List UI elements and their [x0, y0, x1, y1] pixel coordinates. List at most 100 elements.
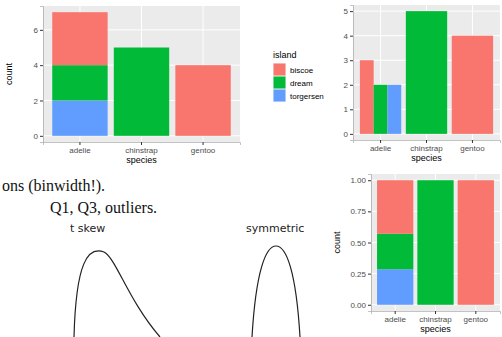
x-tick: gentoo [464, 311, 489, 324]
x-axis: adeliechinstrapgentoo [44, 142, 241, 155]
y-tick: 1.00 [350, 176, 371, 185]
y-tick-label: 0.25 [350, 270, 366, 279]
legend: island biscoe dream torgersen [273, 50, 324, 102]
legend-label: biscoe [290, 66, 314, 75]
x-axis: adelie chinstrap gentoo [372, 311, 501, 324]
y-tick-mark [350, 85, 353, 86]
y-tick-label: 4 [34, 61, 39, 70]
y-tick-label: 0.00 [350, 301, 366, 310]
x-tick: chinstrap [410, 140, 443, 153]
y-tick: 0.25 [350, 270, 371, 279]
y-tick-label: 2 [344, 81, 349, 90]
y-tick: 4 [34, 61, 43, 70]
x-axis-line [372, 312, 501, 315]
bar-segment [52, 12, 107, 65]
y-tick-label: 6 [34, 26, 39, 35]
x-tick: adelie [370, 140, 392, 153]
legend-label: torgersen [290, 92, 324, 101]
y-tick-label: 5 [344, 7, 349, 16]
bar-segment [114, 48, 169, 136]
y-tick-mark [40, 136, 43, 137]
sketch-curve [252, 246, 300, 337]
bar [360, 60, 374, 134]
legend-key-bg [273, 89, 286, 102]
legend-key [274, 64, 286, 76]
x-tick-label: gentoo [460, 144, 485, 153]
bar [452, 36, 493, 134]
x-tick-mark [426, 140, 427, 143]
x-tick-label: gentoo [191, 146, 216, 155]
x-tick-label: adelie [69, 146, 91, 155]
bar [406, 11, 447, 134]
y-axis: 0.00 0.25 0.50 0.75 1.00 [350, 175, 371, 312]
y-tick-mark [368, 305, 371, 306]
page: 0 2 4 6 adelie chinstrap gentoo species count isl… [0, 0, 502, 337]
bar-segment [417, 180, 453, 305]
y-axis: 0 1 2 3 4 5 [344, 6, 354, 141]
y-axis-line [40, 7, 44, 143]
legend-label: dream [290, 79, 313, 88]
x-axis-title: species [411, 153, 442, 163]
legend-title: island [273, 50, 297, 60]
bars [377, 180, 494, 305]
slide-text: ons (binwidth!). [2, 177, 105, 195]
x-tick-label: chinstrap [419, 315, 452, 324]
y-tick-mark [368, 180, 371, 181]
sketch-label: t skew [70, 222, 105, 235]
x-tick-label: chinstrap [410, 144, 443, 153]
x-tick-mark [79, 142, 80, 145]
x-tick-label: gentoo [464, 315, 489, 324]
y-tick-label: 0 [34, 132, 39, 141]
bar [387, 85, 401, 134]
y-axis-line [368, 175, 372, 312]
y-tick: 3 [344, 56, 353, 65]
y-tick-mark [40, 30, 43, 31]
bar-segment [52, 100, 107, 135]
x-tick: gentoo [191, 142, 216, 155]
chart: 0 1 2 3 4 5 adelie chinstrap gentoo species [344, 5, 501, 163]
panel [371, 174, 500, 311]
chart: 0246adeliechinstrapgentoospeciescountisl… [4, 6, 324, 165]
y-tick: 0 [34, 132, 43, 141]
x-tick: gentoo [460, 140, 485, 153]
legend-key-bg [273, 76, 286, 89]
x-tick-mark [395, 311, 396, 314]
y-tick-mark [40, 100, 43, 101]
sketch-label: symmetric [246, 222, 304, 235]
x-axis: adelie chinstrap gentoo [354, 140, 501, 153]
y-tick-mark [350, 109, 353, 110]
y-tick-mark [350, 60, 353, 61]
x-tick-mark [380, 140, 381, 143]
y-tick-label: 3 [344, 56, 349, 65]
x-tick: chinstrap [419, 311, 452, 324]
y-tick: 1 [344, 105, 353, 114]
y-tick-mark [368, 274, 371, 275]
bar-segment [377, 234, 413, 269]
y-tick: 0 [344, 130, 353, 139]
y-tick: 4 [344, 32, 353, 41]
legend-key [274, 90, 286, 102]
bar [374, 85, 388, 134]
y-tick-label: 1.00 [350, 176, 366, 185]
bar-segment [458, 180, 494, 305]
y-axis-line [350, 6, 354, 141]
y-axis: 0 2 4 6 [34, 7, 44, 143]
y-tick: 5 [344, 7, 353, 16]
y-tick-label: 0.50 [350, 239, 366, 248]
y-tick-mark [350, 134, 353, 135]
y-tick: 0.50 [350, 239, 371, 248]
y-tick-label: 2 [34, 97, 39, 106]
x-tick-mark [141, 142, 142, 145]
y-tick-mark [368, 243, 371, 244]
y-tick-label: 0.75 [350, 207, 366, 216]
x-tick-mark [475, 311, 476, 314]
x-axis-line [44, 143, 241, 146]
x-tick-label: adelie [370, 144, 392, 153]
legend-key-bg [273, 63, 286, 76]
x-tick-label: adelie [385, 315, 407, 324]
y-tick-mark [368, 211, 371, 212]
y-tick-mark [350, 36, 353, 37]
y-axis-title: count [4, 62, 14, 85]
y-tick: 2 [344, 81, 353, 90]
bars [52, 12, 231, 136]
